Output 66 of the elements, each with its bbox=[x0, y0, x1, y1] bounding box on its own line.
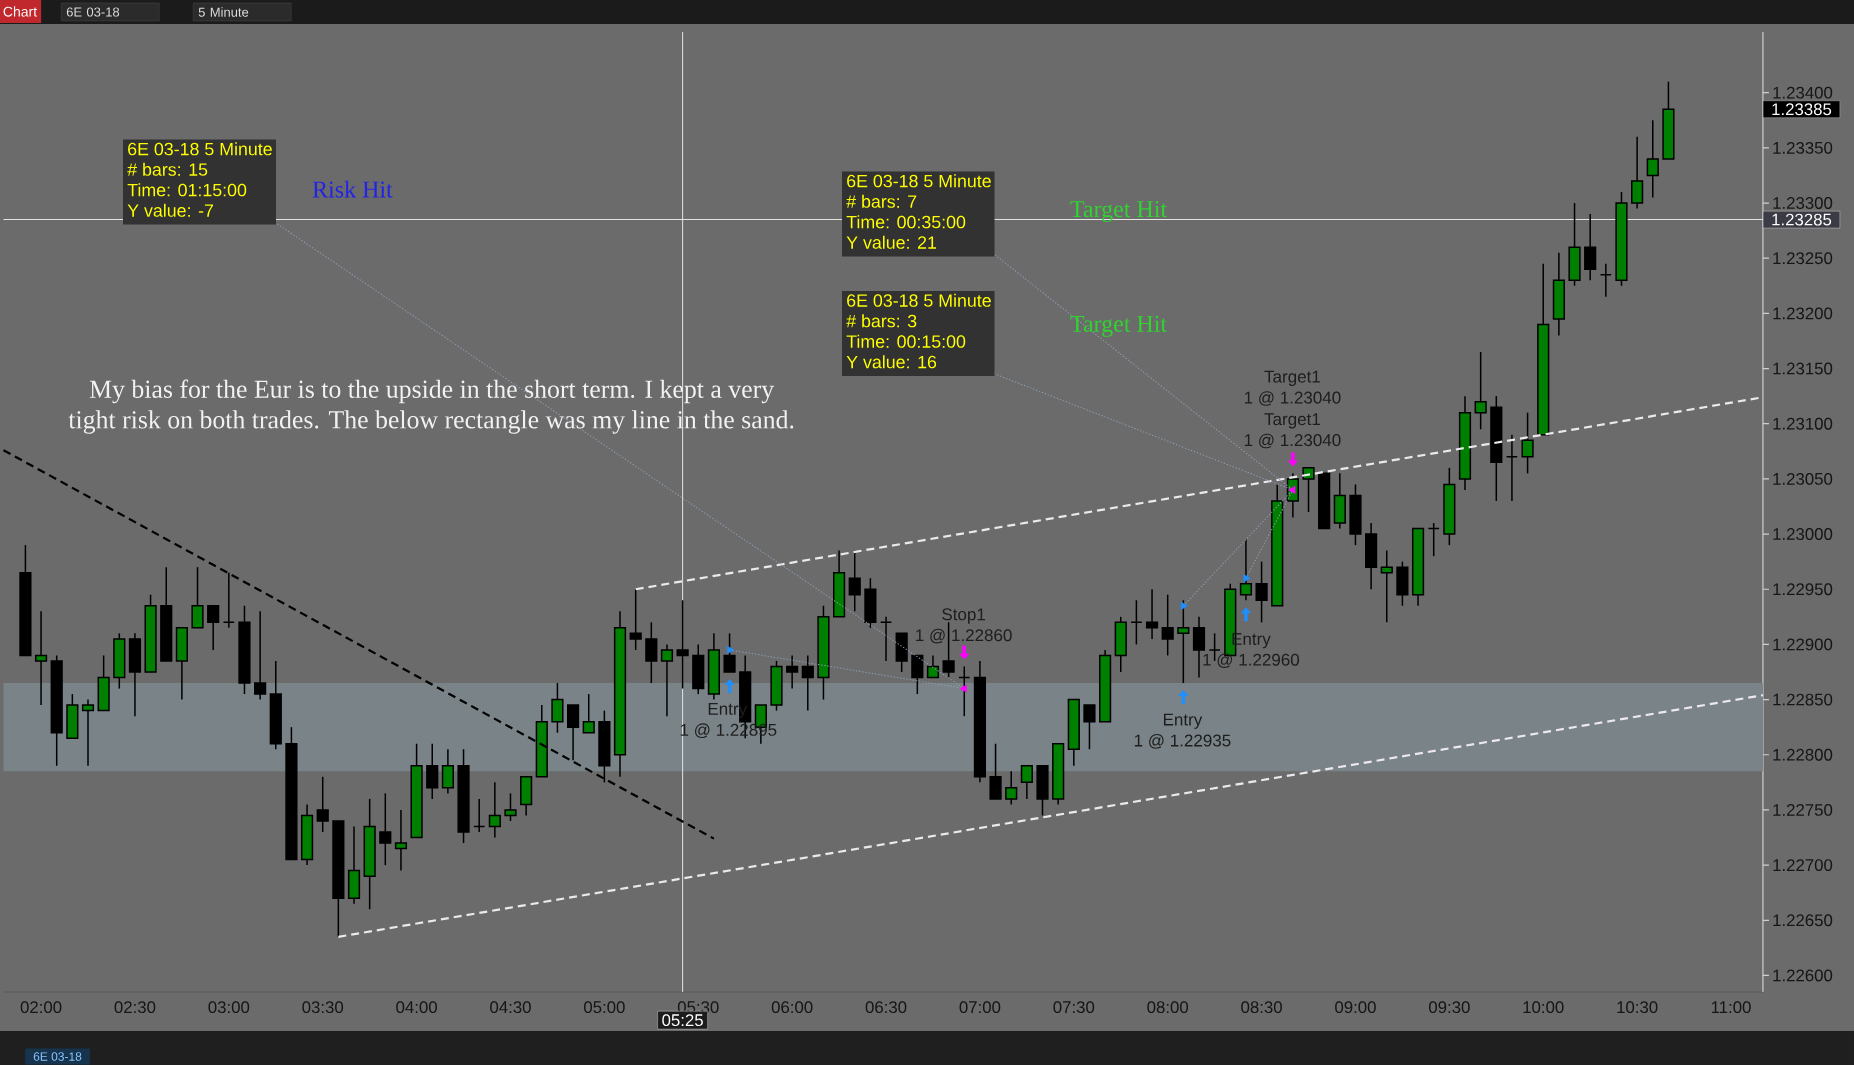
x-tick-label: 11:00 bbox=[1711, 1001, 1751, 1014]
annotation: 1 @ 1.23040 bbox=[1244, 391, 1341, 406]
y-tick-label: 1.23050 bbox=[1773, 472, 1833, 485]
y-tick-label: 1.23400 bbox=[1773, 86, 1833, 99]
annotation: # bars: 3 bbox=[846, 314, 917, 328]
annotation: 1 @ 1.23040 bbox=[1244, 433, 1341, 449]
annotation: Y value: 16 bbox=[846, 355, 937, 369]
annotation: Target Hit bbox=[1070, 201, 1167, 223]
annotation: Time: 01:15:00 bbox=[127, 183, 247, 197]
y-tick-label: 1.22950 bbox=[1773, 583, 1833, 596]
x-tick-label: 06:30 bbox=[865, 1001, 907, 1014]
y-tick-label: 1.23150 bbox=[1773, 362, 1833, 375]
chart-subtitle: 5 Minute bbox=[198, 7, 249, 17]
x-tick-label: 04:30 bbox=[490, 1001, 531, 1014]
y-tick-label: 1.22750 bbox=[1773, 803, 1833, 816]
y-tick-label: 1.22800 bbox=[1773, 748, 1833, 761]
annotation: 6E 03-18 5 Minute bbox=[128, 142, 272, 156]
text: 6E 03-18 bbox=[33, 1052, 82, 1061]
y-tick-label: 1.23250 bbox=[1773, 252, 1833, 265]
annotation: 1 @ 1.22935 bbox=[1134, 734, 1231, 749]
y-tick-label: 1.23200 bbox=[1773, 307, 1833, 320]
y-tick-label: 1.22850 bbox=[1773, 693, 1833, 706]
y-tick-label: 1.23100 bbox=[1773, 417, 1833, 430]
annotation: Entry bbox=[1163, 713, 1203, 729]
annotation: Y value: 21 bbox=[846, 235, 937, 249]
x-tick-label: 09:00 bbox=[1335, 1001, 1376, 1014]
x-tick-label: 09:30 bbox=[1428, 1001, 1470, 1014]
text: Chart bbox=[3, 6, 38, 17]
annotation: 1 @ 1.22860 bbox=[916, 628, 1012, 644]
annotation: Risk Hit bbox=[312, 180, 393, 198]
x-tick-label: 02:00 bbox=[20, 1001, 62, 1014]
annotation: # bars: 15 bbox=[127, 162, 208, 176]
annotation: # bars: 7 bbox=[846, 194, 917, 208]
x-tick-label: 08:30 bbox=[1241, 1001, 1282, 1014]
y-tick-label: 1.22600 bbox=[1773, 969, 1833, 982]
annotation: 6E 03-18 5 Minute bbox=[847, 174, 991, 188]
annotation: Target1 bbox=[1264, 413, 1320, 429]
x-tick-label: 07:30 bbox=[1053, 1001, 1095, 1014]
y-tick-label: 1.23350 bbox=[1773, 141, 1833, 154]
x-tick-label: 08:00 bbox=[1147, 1001, 1189, 1014]
x-tick-label: 06:00 bbox=[771, 1001, 813, 1014]
y-tick-label: 1.23300 bbox=[1773, 197, 1833, 209]
annotation: Stop1 bbox=[942, 608, 985, 624]
ref-line-label: 05:25 bbox=[662, 1014, 703, 1027]
annotation: Y value: -7 bbox=[127, 203, 214, 217]
annotation: 6E 03-18 5 Minute bbox=[847, 293, 991, 307]
x-tick-label: 10:30 bbox=[1617, 1001, 1658, 1014]
x-tick-label: 03:00 bbox=[208, 1001, 250, 1014]
y-tick-label: 1.22700 bbox=[1773, 859, 1833, 872]
text: 1.23385 bbox=[1772, 103, 1832, 116]
x-tick-label: 07:00 bbox=[959, 1001, 1001, 1014]
annotation: 1 @ 1.22960 bbox=[1203, 653, 1300, 668]
ref-line-label: 1.23285 bbox=[1772, 213, 1832, 226]
annotation: Target1 bbox=[1264, 370, 1320, 386]
chart-title: 6E 03-18 bbox=[66, 7, 120, 17]
y-tick-label: 1.23000 bbox=[1773, 528, 1833, 541]
x-tick-label: 04:00 bbox=[396, 1001, 437, 1014]
y-tick-label: 1.22650 bbox=[1773, 914, 1833, 927]
x-tick-label: 02:30 bbox=[114, 1001, 156, 1014]
annotation: Target Hit bbox=[1070, 315, 1167, 337]
x-tick-label: 05:00 bbox=[584, 1001, 625, 1014]
annotation: Time: 00:15:00 bbox=[846, 334, 966, 348]
x-tick-label: 03:30 bbox=[302, 1001, 344, 1014]
annotation: Time: 00:35:00 bbox=[846, 215, 966, 229]
x-tick-label: 10:00 bbox=[1523, 1001, 1564, 1014]
y-tick-label: 1.22900 bbox=[1773, 638, 1833, 651]
